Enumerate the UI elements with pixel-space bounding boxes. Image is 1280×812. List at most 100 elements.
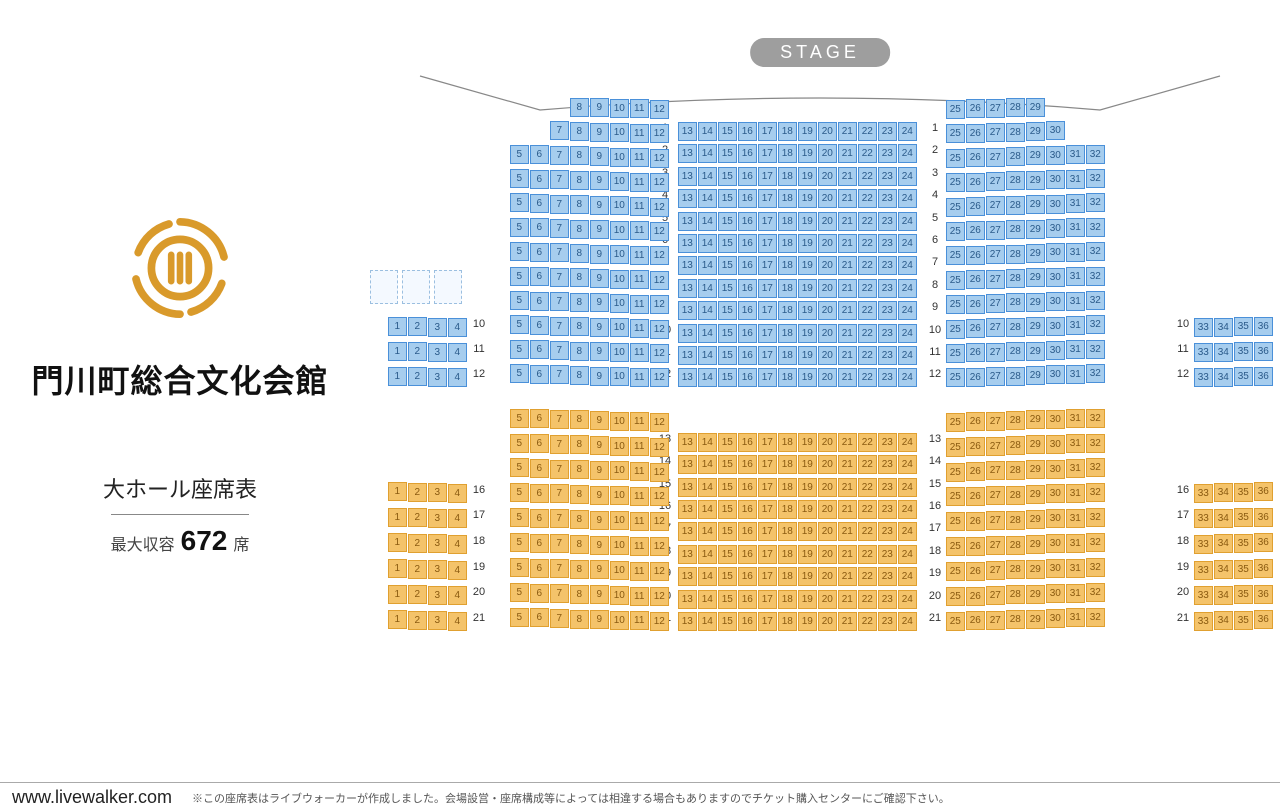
seat: 11 <box>630 512 649 531</box>
seat: 28 <box>1006 98 1025 117</box>
seat: 5 <box>510 267 529 286</box>
seat: 12 <box>650 562 669 581</box>
seat: 6 <box>530 267 549 286</box>
seat: 13 <box>678 500 697 519</box>
seat: 3 <box>428 318 447 337</box>
seat: 27 <box>986 99 1005 118</box>
seat: 25 <box>946 198 965 217</box>
seat: 6 <box>530 534 549 553</box>
seat: 17 <box>758 301 777 320</box>
seat: 16 <box>738 167 757 186</box>
seat: 3 <box>428 368 447 387</box>
seat: 21 <box>838 368 857 387</box>
seat: 17 <box>758 144 777 163</box>
seat: 22 <box>858 368 877 387</box>
seat: 16 <box>738 368 757 387</box>
seat: 7 <box>550 292 569 311</box>
seat: 30 <box>1046 170 1065 189</box>
row-label: 20 <box>926 590 944 602</box>
seat: 9 <box>590 436 609 455</box>
seat: 15 <box>718 478 737 497</box>
seat: 14 <box>698 368 717 387</box>
seat: 9 <box>590 585 609 604</box>
seat: 13 <box>678 478 697 497</box>
seat-row: 1314151617181920212223241414567891011122… <box>370 455 1270 477</box>
seat: 23 <box>878 590 897 609</box>
seat: 13 <box>678 301 697 320</box>
seat: 27 <box>986 486 1005 505</box>
seat: 17 <box>758 346 777 365</box>
seat: 18 <box>778 301 797 320</box>
seat: 6 <box>530 559 549 578</box>
seat: 6 <box>530 409 549 428</box>
seat: 30 <box>1046 584 1065 603</box>
seat: 13 <box>678 590 697 609</box>
seat-row: 1314151617181920212223241515567891011122… <box>370 478 1270 500</box>
seat: 20 <box>818 590 837 609</box>
seat: 35 <box>1234 317 1253 336</box>
seat: 11 <box>630 611 649 630</box>
seat: 22 <box>858 301 877 320</box>
seat: 32 <box>1086 242 1105 261</box>
seat: 19 <box>798 144 817 163</box>
seat: 29 <box>1026 220 1045 239</box>
seat: 15 <box>718 500 737 519</box>
seat: 31 <box>1066 434 1085 453</box>
row-label: 5 <box>926 212 944 224</box>
seat: 29 <box>1026 293 1045 312</box>
seat: 18 <box>778 500 797 519</box>
seat: 8 <box>570 342 589 361</box>
seat: 35 <box>1234 611 1253 630</box>
seat: 7 <box>550 365 569 384</box>
seat: 6 <box>530 584 549 603</box>
seat: 20 <box>818 368 837 387</box>
seat: 17 <box>758 122 777 141</box>
seat: 30 <box>1046 559 1065 578</box>
seat: 11 <box>630 270 649 289</box>
seat: 16 <box>738 189 757 208</box>
seat: 18 <box>778 234 797 253</box>
seat: 24 <box>898 234 917 253</box>
seat: 28 <box>1006 123 1025 142</box>
seat: 19 <box>798 567 817 586</box>
seat: 24 <box>898 324 917 343</box>
seat: 32 <box>1086 558 1105 577</box>
seat: 14 <box>698 234 717 253</box>
seat: 8 <box>570 535 589 554</box>
seat: 32 <box>1086 267 1105 286</box>
row-label: 17 <box>926 522 944 534</box>
seat: 15 <box>718 234 737 253</box>
seat: 27 <box>986 511 1005 530</box>
seat: 7 <box>550 559 569 578</box>
seat: 15 <box>718 368 737 387</box>
seat: 21 <box>838 455 857 474</box>
seat: 4 <box>448 535 467 554</box>
seat: 11 <box>630 368 649 387</box>
seat: 12 <box>650 413 669 432</box>
seat: 26 <box>966 270 985 289</box>
seat: 30 <box>1046 410 1065 429</box>
seat: 17 <box>758 189 777 208</box>
seat: 15 <box>718 455 737 474</box>
seat: 20 <box>818 167 837 186</box>
seat: 3 <box>428 560 447 579</box>
capacity: 最大収容 672 席 <box>111 514 250 557</box>
seat: 28 <box>1006 367 1025 386</box>
seat: 18 <box>778 212 797 231</box>
seat: 29 <box>1026 535 1045 554</box>
seat: 15 <box>718 346 737 365</box>
seat: 15 <box>718 256 737 275</box>
seat: 16 <box>738 324 757 343</box>
seat: 4 <box>448 612 467 631</box>
seat: 17 <box>758 256 777 275</box>
seat: 2 <box>408 585 427 604</box>
seat: 17 <box>758 234 777 253</box>
seat: 23 <box>878 455 897 474</box>
seat: 27 <box>986 412 1005 431</box>
seat: 2 <box>408 367 427 386</box>
seat: 28 <box>1006 436 1025 455</box>
seat: 27 <box>986 318 1005 337</box>
seat: 28 <box>1006 560 1025 579</box>
seat: 10 <box>610 412 629 431</box>
seat: 34 <box>1214 560 1233 579</box>
